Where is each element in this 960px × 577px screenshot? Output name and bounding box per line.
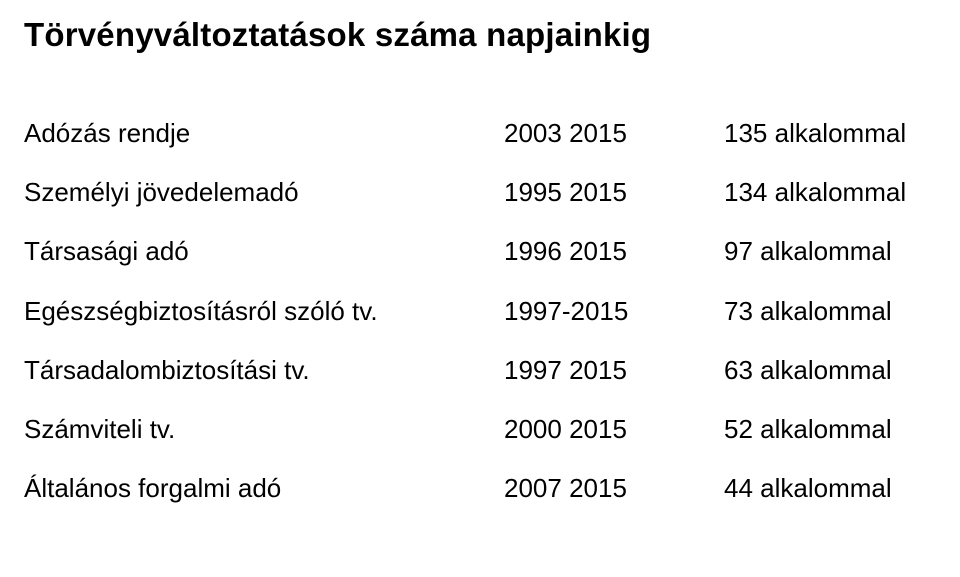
row-period: 2003 2015 <box>504 118 724 149</box>
table-row: Személyi jövedelemadó 1995 2015 134 alka… <box>24 177 936 208</box>
row-period: 1996 2015 <box>504 236 724 267</box>
row-label: Általános forgalmi adó <box>24 473 504 504</box>
row-period: 1997-2015 <box>504 296 724 327</box>
row-count: 97 alkalommal <box>724 236 936 267</box>
row-label: Egészségbiztosításról szóló tv. <box>24 296 504 327</box>
row-period: 2007 2015 <box>504 473 724 504</box>
table-row: Társasági adó 1996 2015 97 alkalommal <box>24 236 936 267</box>
row-period: 1997 2015 <box>504 355 724 386</box>
row-period: 1995 2015 <box>504 177 724 208</box>
row-count: 73 alkalommal <box>724 296 936 327</box>
table-row: Számviteli tv. 2000 2015 52 alkalommal <box>24 414 936 445</box>
table-row: Általános forgalmi adó 2007 2015 44 alka… <box>24 473 936 504</box>
row-count: 44 alkalommal <box>724 473 936 504</box>
row-count: 134 alkalommal <box>724 177 936 208</box>
table-row: Társadalombiztosítási tv. 1997 2015 63 a… <box>24 355 936 386</box>
row-count: 135 alkalommal <box>724 118 936 149</box>
document-page: Törvényváltoztatások száma napjainkig Ad… <box>0 0 960 577</box>
page-title: Törvényváltoztatások száma napjainkig <box>24 16 936 54</box>
row-label: Számviteli tv. <box>24 414 504 445</box>
row-period: 2000 2015 <box>504 414 724 445</box>
row-count: 52 alkalommal <box>724 414 936 445</box>
row-label: Adózás rendje <box>24 118 504 149</box>
row-count: 63 alkalommal <box>724 355 936 386</box>
row-label: Társasági adó <box>24 236 504 267</box>
row-label: Társadalombiztosítási tv. <box>24 355 504 386</box>
table-row: Adózás rendje 2003 2015 135 alkalommal <box>24 118 936 149</box>
table-row: Egészségbiztosításról szóló tv. 1997-201… <box>24 296 936 327</box>
row-label: Személyi jövedelemadó <box>24 177 504 208</box>
